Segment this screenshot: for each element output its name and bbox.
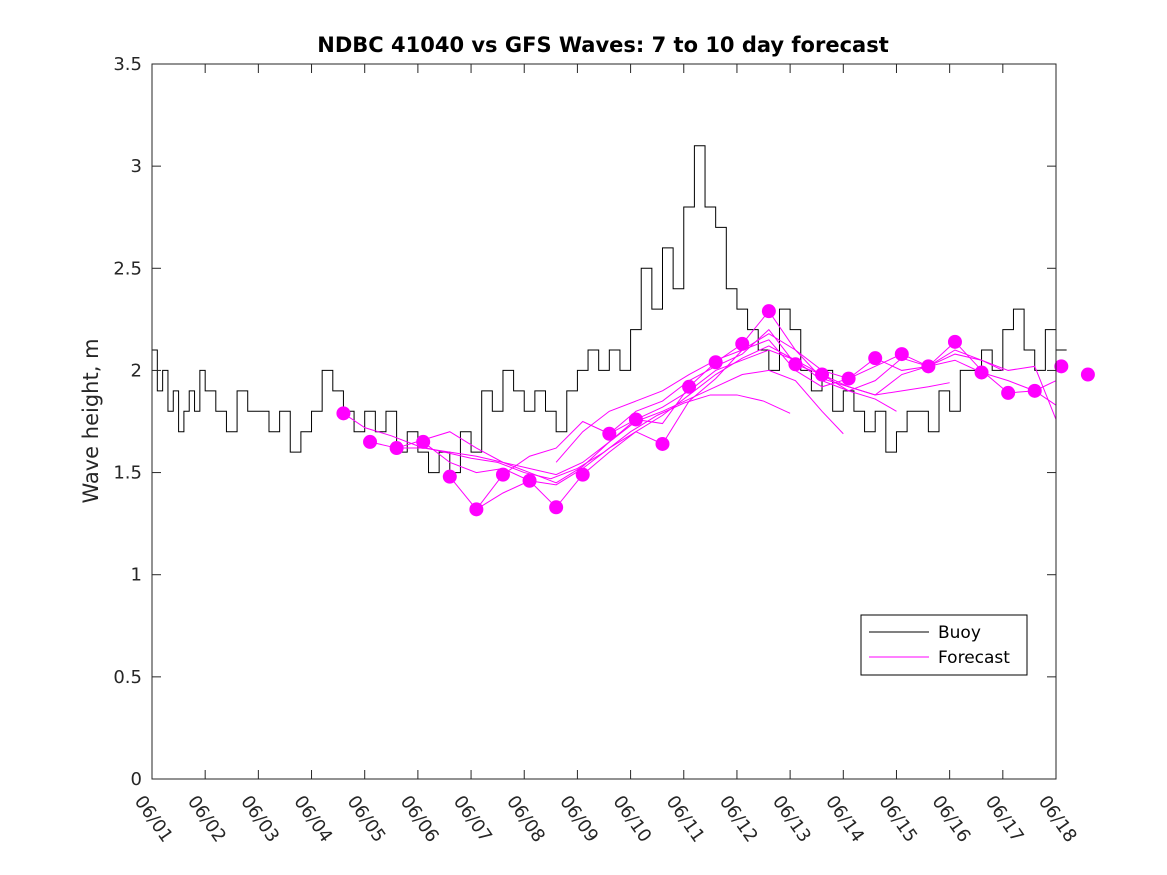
y-axis-label: Wave height, m — [79, 338, 103, 503]
forecast-run-line — [343, 394, 791, 480]
forecast-marker — [442, 469, 457, 484]
x-tick-label: 06/02 — [183, 792, 230, 847]
chart-title: NDBC 41040 vs GFS Waves: 7 to 10 day for… — [317, 33, 888, 57]
legend: Buoy Forecast — [860, 614, 1028, 676]
x-tick-label: 06/01 — [130, 792, 177, 847]
y-tick-label: 2.5 — [113, 258, 142, 279]
forecast-marker — [575, 467, 590, 482]
forecast-marker — [894, 347, 909, 362]
forecast-run-line — [449, 333, 1004, 510]
axes: 00.511.522.533.506/01 06/02 06/03 06/04 06/0… — [113, 54, 1081, 846]
forecast-marker — [336, 406, 351, 421]
x-tick-label: 06/11 — [662, 792, 709, 847]
x-tick-label: 06/08 — [502, 792, 549, 847]
buoy-series-line — [152, 145, 1067, 474]
y-tick-label: 0.5 — [113, 667, 142, 688]
forecast-marker — [841, 371, 856, 386]
forecast-marker — [602, 426, 617, 441]
forecast-marker — [416, 434, 431, 449]
axes-box — [151, 63, 1057, 780]
x-tick-label: 06/07 — [449, 792, 496, 847]
forecast-marker — [1001, 385, 1016, 400]
y-tick-label: 1.5 — [113, 463, 142, 484]
forecast-marker — [735, 336, 750, 351]
forecast-marker — [761, 304, 776, 319]
forecast-marker — [628, 412, 643, 427]
forecast-run-line — [369, 369, 844, 476]
x-tick-label: 06/17 — [981, 792, 1028, 847]
x-tick-label: 06/04 — [289, 792, 336, 847]
x-tick-label: 06/14 — [821, 792, 868, 847]
forecast-marker — [655, 436, 670, 451]
forecast-marker — [708, 355, 723, 370]
forecast-marker — [682, 379, 697, 394]
forecast-marker — [815, 367, 830, 382]
x-tick-label: 06/10 — [608, 792, 655, 847]
forecast-marker — [974, 365, 989, 380]
forecast-marker — [1080, 367, 1095, 382]
legend-buoy-label: Buoy — [938, 623, 981, 643]
x-tick-label: 06/06 — [396, 792, 443, 847]
x-tick-label: 06/12 — [715, 792, 762, 847]
legend-box — [860, 614, 1028, 676]
forecast-marker — [549, 500, 564, 515]
x-tick-label: 06/05 — [343, 792, 390, 847]
x-tick-label: 06/09 — [555, 792, 602, 847]
x-tick-label: 06/16 — [928, 792, 975, 847]
x-tick-label: 06/18 — [1034, 792, 1081, 847]
forecast-marker — [1054, 359, 1069, 374]
forecast-marker — [469, 502, 484, 517]
forecast-marker — [947, 334, 962, 349]
forecast-marker — [921, 359, 936, 374]
x-tick-label: 06/13 — [768, 792, 815, 847]
y-tick-label: 3 — [131, 156, 142, 177]
y-tick-label: 0 — [131, 769, 142, 790]
forecast-marker — [1027, 383, 1042, 398]
forecast-marker — [868, 351, 883, 366]
y-tick-label: 2 — [131, 360, 142, 381]
forecast-marker — [495, 467, 510, 482]
forecast-marker — [522, 473, 537, 488]
x-tick-label: 06/03 — [236, 792, 283, 847]
y-tick-label: 3.5 — [113, 54, 142, 75]
x-tick-label: 06/15 — [874, 792, 921, 847]
plot-area — [152, 145, 1095, 517]
y-tick-label: 1 — [131, 565, 142, 586]
legend-forecast-label: Forecast — [938, 648, 1010, 668]
forecast-marker — [389, 441, 404, 456]
forecast-marker — [788, 357, 803, 372]
forecast-marker — [363, 434, 378, 449]
